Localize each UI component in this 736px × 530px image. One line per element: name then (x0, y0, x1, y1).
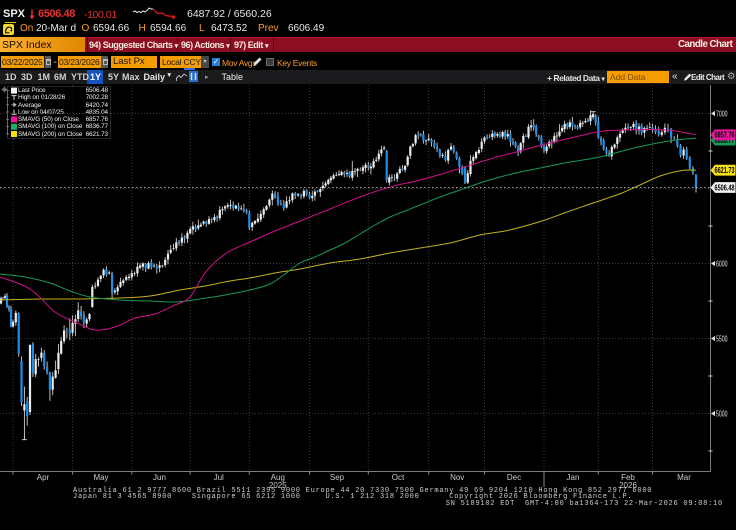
svg-text:Sep: Sep (330, 473, 345, 482)
svg-text:2025: 2025 (269, 481, 287, 490)
svg-text:Aug: Aug (271, 473, 285, 482)
svg-text:6836.77: 6836.77 (715, 136, 735, 145)
svg-text:Mar: Mar (677, 473, 691, 482)
svg-text:Jan: Jan (567, 473, 580, 482)
svg-text:Jun: Jun (153, 473, 166, 482)
svg-text:Oct: Oct (392, 473, 405, 482)
svg-text:6506.48: 6506.48 (715, 183, 735, 192)
svg-text:2026: 2026 (619, 481, 637, 490)
svg-text:7000: 7000 (716, 109, 728, 118)
svg-text:6857.76: 6857.76 (715, 131, 735, 140)
svg-text:Dec: Dec (507, 473, 521, 482)
svg-text:Jul: Jul (214, 473, 224, 482)
svg-text:Feb: Feb (621, 473, 635, 482)
svg-text:May: May (93, 473, 108, 482)
svg-text:6621.73: 6621.73 (715, 166, 735, 175)
svg-text:5500: 5500 (716, 334, 728, 343)
svg-text:Nov: Nov (450, 473, 464, 482)
svg-text:6000: 6000 (716, 259, 728, 268)
svg-text:Apr: Apr (37, 473, 50, 482)
svg-text:5000: 5000 (716, 409, 728, 418)
